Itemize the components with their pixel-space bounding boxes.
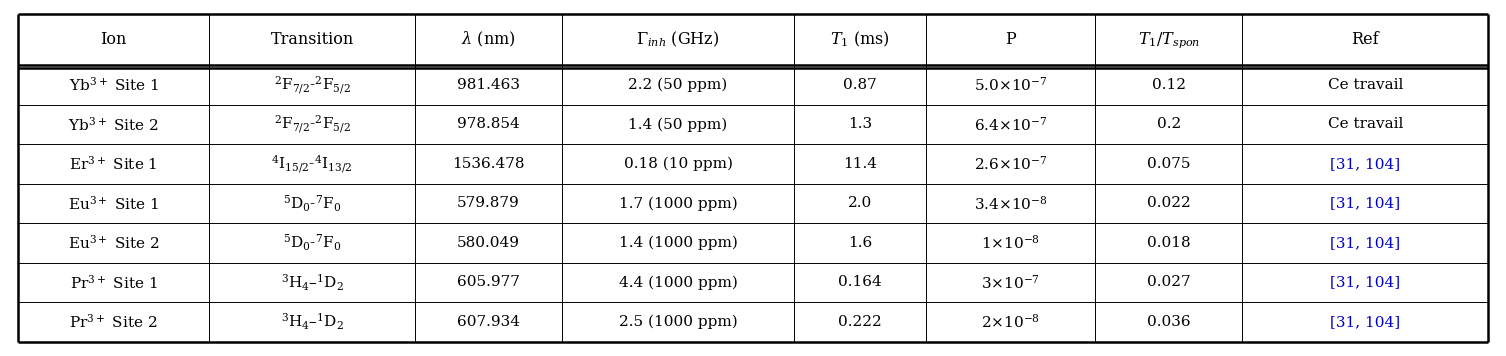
Text: 1.4 (1000 ppm): 1.4 (1000 ppm) (619, 236, 738, 250)
Text: 0.12: 0.12 (1152, 78, 1185, 92)
Text: 1.7 (1000 ppm): 1.7 (1000 ppm) (619, 196, 738, 211)
Text: [31, 104]: [31, 104] (1330, 197, 1401, 210)
Text: 0.022: 0.022 (1148, 197, 1191, 210)
Text: Eu$^{3+}$ Site 1: Eu$^{3+}$ Site 1 (68, 194, 160, 212)
Text: 0.027: 0.027 (1148, 276, 1191, 289)
Text: 2.0: 2.0 (848, 197, 872, 210)
Text: $^5$D$_0$-$^7$F$_0$: $^5$D$_0$-$^7$F$_0$ (283, 193, 342, 214)
Text: [31, 104]: [31, 104] (1330, 315, 1401, 329)
Text: 0.222: 0.222 (839, 315, 883, 329)
Text: Eu$^{3+}$ Site 2: Eu$^{3+}$ Site 2 (68, 234, 160, 252)
Text: 0.018: 0.018 (1148, 236, 1191, 250)
Text: Ion: Ion (101, 31, 127, 48)
Text: $^3$H$_4$–$^1$D$_2$: $^3$H$_4$–$^1$D$_2$ (280, 272, 343, 293)
Text: 1.6: 1.6 (848, 236, 872, 250)
Text: 605.977: 605.977 (456, 276, 520, 289)
Text: 2$\times$10$^{-8}$: 2$\times$10$^{-8}$ (982, 313, 1041, 331)
Text: Ref: Ref (1351, 31, 1379, 48)
Text: $T_1/T_{spon}$: $T_1/T_{spon}$ (1139, 30, 1200, 49)
Text: 2.2 (50 ppm): 2.2 (50 ppm) (628, 78, 727, 92)
Text: 1.4 (50 ppm): 1.4 (50 ppm) (628, 117, 727, 131)
Text: 2.6$\times$10$^{-7}$: 2.6$\times$10$^{-7}$ (974, 155, 1048, 173)
Text: $^2$F$_{7/2}$-$^2$F$_{5/2}$: $^2$F$_{7/2}$-$^2$F$_{5/2}$ (274, 113, 351, 135)
Text: 0.2: 0.2 (1157, 117, 1181, 131)
Text: 1536.478: 1536.478 (452, 157, 524, 171)
Text: 6.4$\times$10$^{-7}$: 6.4$\times$10$^{-7}$ (974, 115, 1048, 133)
Text: $^4$I$_{15/2}$-$^4$I$_{13/2}$: $^4$I$_{15/2}$-$^4$I$_{13/2}$ (271, 153, 352, 175)
Text: $\lambda$ (nm): $\lambda$ (nm) (461, 30, 515, 49)
Text: 4.4 (1000 ppm): 4.4 (1000 ppm) (619, 275, 738, 290)
Text: 0.87: 0.87 (843, 78, 876, 92)
Text: Ce travail: Ce travail (1327, 117, 1404, 131)
Text: 2.5 (1000 ppm): 2.5 (1000 ppm) (619, 315, 738, 329)
Text: 0.18 (10 ppm): 0.18 (10 ppm) (623, 157, 732, 171)
Text: 580.049: 580.049 (456, 236, 520, 250)
Text: Pr$^{3+}$ Site 2: Pr$^{3+}$ Site 2 (69, 313, 158, 331)
Text: 0.075: 0.075 (1148, 157, 1191, 171)
Text: $^3$H$_4$–$^1$D$_2$: $^3$H$_4$–$^1$D$_2$ (280, 312, 343, 332)
Text: 11.4: 11.4 (843, 157, 878, 171)
Text: Pr$^{3+}$ Site 1: Pr$^{3+}$ Site 1 (69, 273, 158, 292)
Text: $\Gamma_{inh}$ (GHz): $\Gamma_{inh}$ (GHz) (637, 30, 720, 49)
Text: 981.463: 981.463 (456, 78, 520, 92)
Text: [31, 104]: [31, 104] (1330, 236, 1401, 250)
Text: Ce travail: Ce travail (1327, 78, 1404, 92)
Text: Er$^{3+}$ Site 1: Er$^{3+}$ Site 1 (69, 155, 158, 173)
Text: Yb$^{3+}$ Site 1: Yb$^{3+}$ Site 1 (69, 76, 158, 94)
Text: $^5$D$_0$-$^7$F$_0$: $^5$D$_0$-$^7$F$_0$ (283, 233, 342, 253)
Text: 0.036: 0.036 (1148, 315, 1191, 329)
Text: 1.3: 1.3 (848, 117, 872, 131)
Text: 0.164: 0.164 (839, 276, 883, 289)
Text: $T_1$ (ms): $T_1$ (ms) (830, 30, 890, 49)
Text: 1$\times$10$^{-8}$: 1$\times$10$^{-8}$ (982, 234, 1041, 252)
Text: [31, 104]: [31, 104] (1330, 276, 1401, 289)
Text: 607.934: 607.934 (456, 315, 520, 329)
Text: P: P (1006, 31, 1017, 48)
Text: 579.879: 579.879 (456, 197, 520, 210)
Text: 978.854: 978.854 (456, 117, 520, 131)
Text: 3.4$\times$10$^{-8}$: 3.4$\times$10$^{-8}$ (974, 194, 1048, 212)
Text: 5.0$\times$10$^{-7}$: 5.0$\times$10$^{-7}$ (974, 76, 1048, 94)
Text: 3$\times$10$^{-7}$: 3$\times$10$^{-7}$ (982, 273, 1041, 292)
Text: Yb$^{3+}$ Site 2: Yb$^{3+}$ Site 2 (68, 115, 160, 133)
Text: Transition: Transition (271, 31, 354, 48)
Text: [31, 104]: [31, 104] (1330, 157, 1401, 171)
Text: $^2$F$_{7/2}$-$^2$F$_{5/2}$: $^2$F$_{7/2}$-$^2$F$_{5/2}$ (274, 74, 351, 96)
